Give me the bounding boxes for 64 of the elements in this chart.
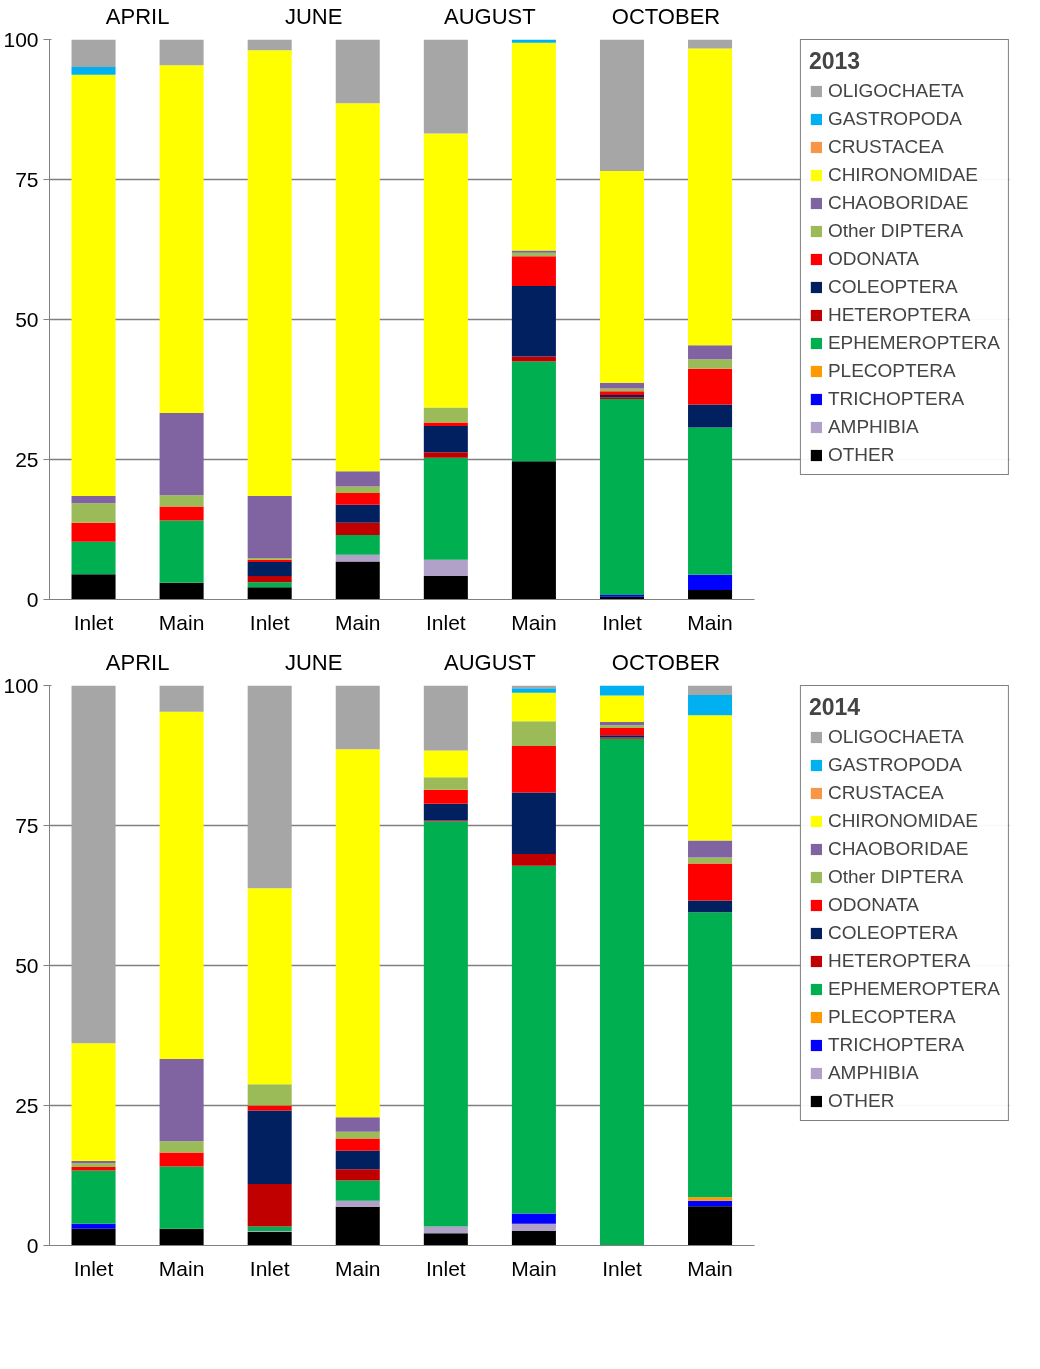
text: JUNE [285, 649, 343, 675]
legend-label: ODONATA [827, 248, 920, 270]
x-tick-label: Inlet [425, 1256, 466, 1280]
legend-label: Other DIPTERA [827, 866, 964, 888]
legend-title: 2014 [808, 694, 862, 721]
x-tick-label: Inlet [602, 1256, 642, 1280]
x-tick-label: Main [158, 610, 205, 634]
text: AUGUST [444, 3, 536, 29]
legend-label: Other DIPTERA [827, 220, 964, 242]
text: AUGUST [444, 649, 536, 675]
x-tick-label: Inlet [249, 1256, 290, 1280]
y-tick-label: 100 [3, 673, 39, 697]
x-tick-label: Main [687, 1256, 733, 1280]
y-tick-label: 75 [15, 813, 39, 837]
legend-label: TRICHOPTERA [827, 1034, 965, 1056]
legend-label: CHAOBORIDAE [827, 838, 969, 860]
legend-label: HETEROPTERA [827, 950, 971, 972]
legend-label: EPHEMEROPTERA [827, 978, 1000, 1000]
x-tick-label: Main [335, 610, 381, 634]
x-tick-label: Inlet [73, 1256, 114, 1280]
x-tick-label: Main [511, 1256, 557, 1280]
text: APRIL [105, 3, 170, 29]
legend-label: OLIGOCHAETA [827, 726, 964, 748]
legend-label: PLECOPTERA [827, 360, 956, 382]
legend-label: HETEROPTERA [827, 304, 971, 326]
legend-label: PLECOPTERA [827, 1006, 956, 1028]
legend-label: EPHEMEROPTERA [827, 332, 1000, 354]
x-tick-label: Inlet [249, 610, 290, 634]
x-tick-label: Main [158, 1256, 205, 1280]
legend-label: CRUSTACEA [827, 782, 944, 804]
legend-label: GASTROPODA [827, 754, 962, 776]
y-tick-label: 25 [15, 1093, 39, 1117]
text: JUNE [285, 3, 343, 29]
legend-label: CRUSTACEA [827, 136, 944, 158]
y-tick-label: 75 [15, 167, 39, 191]
legend-label: GASTROPODA [827, 108, 962, 130]
legend-label: CHAOBORIDAE [827, 192, 969, 214]
y-tick-label: 25 [15, 447, 39, 471]
legend-title: 2013 [808, 48, 862, 75]
legend-label: OLIGOCHAETA [827, 80, 964, 102]
text: APRIL [105, 649, 170, 675]
y-tick-label: 50 [15, 953, 39, 977]
x-tick-label: Main [511, 610, 557, 634]
x-tick-label: Main [687, 610, 733, 634]
text: OCTOBER [611, 649, 721, 675]
legend-label: OTHER [827, 444, 895, 466]
x-tick-label: Inlet [425, 610, 466, 634]
legend-label: COLEOPTERA [827, 276, 958, 298]
y-tick-label: 50 [15, 307, 39, 331]
y-tick-label: 0 [26, 1233, 39, 1257]
x-tick-label: Main [335, 1256, 381, 1280]
legend-label: OTHER [827, 1090, 895, 1112]
legend-label: AMPHIBIA [827, 416, 919, 438]
x-tick-label: Inlet [73, 610, 114, 634]
y-tick-label: 100 [3, 27, 39, 51]
legend-label: COLEOPTERA [827, 922, 958, 944]
x-tick-label: Inlet [602, 610, 642, 634]
legend-label: CHIRONOMIDAE [827, 810, 978, 832]
y-tick-label: 0 [26, 587, 39, 611]
text: OCTOBER [611, 3, 721, 29]
legend-label: CHIRONOMIDAE [827, 164, 978, 186]
legend-label: TRICHOPTERA [827, 388, 965, 410]
legend-label: ODONATA [827, 894, 920, 916]
legend-label: AMPHIBIA [827, 1062, 919, 1084]
